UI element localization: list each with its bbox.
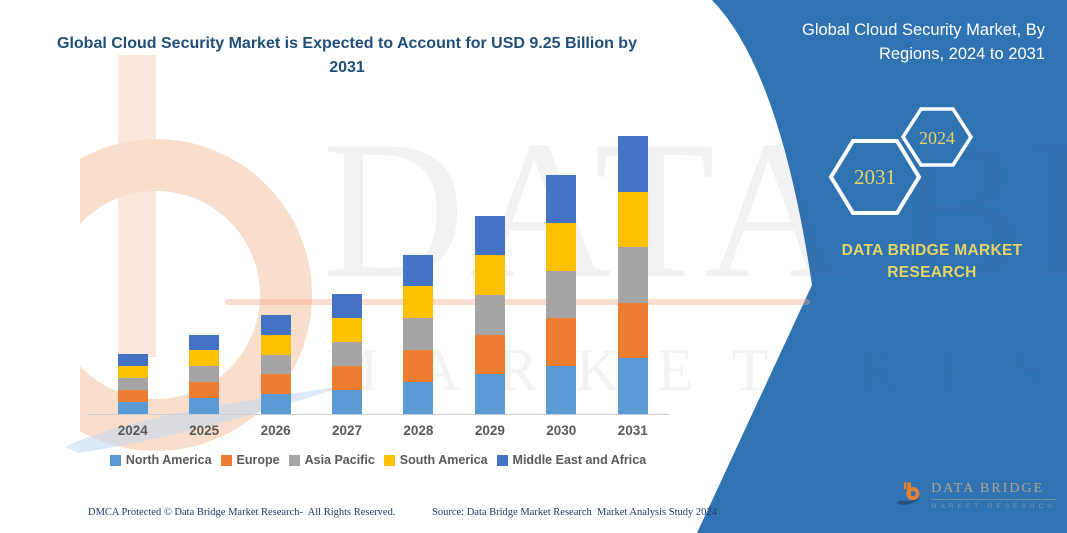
x-label-2027: 2027: [331, 423, 363, 438]
legend-label: Middle East and Africa: [512, 453, 647, 467]
bar-2030: [546, 175, 577, 414]
segment-europe-2031: [617, 302, 648, 359]
segment-asia-pacific-2029: [474, 294, 505, 335]
chart-legend: North America Europe Asia Pacific South Ame…: [87, 453, 669, 467]
segment-north-america-2031: [617, 358, 648, 414]
data-bridge-logo: DATA BRIDGE MARKET RESEARCH: [896, 465, 1056, 525]
segment-middle-east-and-africa-2029: [474, 215, 505, 256]
bar-2026: [260, 315, 291, 414]
footer-source-text: Source: Data Bridge Market Research Mark…: [432, 507, 717, 518]
x-label-2024: 2024: [117, 423, 148, 438]
segment-south-america-2031: [617, 191, 648, 248]
segment-north-america-2027: [332, 390, 362, 414]
segment-middle-east-and-africa-2027: [332, 294, 362, 318]
segment-asia-pacific-2028: [403, 318, 434, 351]
bars-layer: [97, 0, 669, 414]
bar-2028: [403, 254, 434, 414]
segment-north-america-2025: [189, 398, 220, 414]
segment-asia-pacific-2027: [332, 342, 362, 366]
hexagon-2024: [900, 107, 974, 167]
x-label-2030: 2030: [546, 423, 577, 438]
segment-south-america-2025: [189, 350, 220, 367]
legend-item-south-america: South America: [383, 453, 488, 467]
legend-item-north-america: North America: [109, 453, 212, 467]
segment-middle-east-and-africa-2024: [117, 354, 148, 366]
legend-item-middle-east-and-africa: Middle East and Africa: [496, 453, 647, 467]
legend-swatch-icon: [109, 454, 121, 466]
hexagon-2031-label: 2031: [854, 165, 896, 189]
legend-swatch-icon: [383, 454, 395, 466]
segment-north-america-2024: [117, 402, 148, 414]
segment-south-america-2027: [332, 318, 362, 342]
segment-europe-2026: [260, 374, 291, 395]
side-panel-title: Global Cloud Security Market, By Regions…: [801, 21, 1045, 63]
legend-swatch-icon: [288, 454, 300, 466]
bar-2029: [474, 215, 505, 414]
legend-label: North America: [125, 453, 212, 467]
segment-middle-east-and-africa-2026: [260, 315, 291, 335]
x-label-2029: 2029: [474, 423, 505, 438]
segment-europe-2030: [546, 318, 577, 367]
segment-north-america-2026: [260, 394, 291, 414]
legend-label: South America: [399, 453, 488, 467]
segment-asia-pacific-2025: [189, 366, 220, 383]
brand-name-text: DATA BRIDGE MARKET RESEARCH: [841, 242, 1023, 281]
footer-dmca-text: DMCA Protected © Data Bridge Market Rese…: [88, 507, 396, 518]
segment-middle-east-and-africa-2030: [546, 175, 577, 223]
segment-europe-2029: [474, 334, 505, 375]
x-label-2025: 2025: [189, 423, 220, 438]
x-axis-line: [87, 414, 669, 416]
bar-2024: [117, 354, 148, 414]
legend-label: Asia Pacific: [304, 453, 375, 467]
x-label-2031: 2031: [617, 423, 648, 438]
bar-2027: [332, 294, 362, 414]
logo-text-block: DATA BRIDGE MARKET RESEARCH: [931, 481, 1056, 510]
segment-asia-pacific-2030: [546, 270, 577, 319]
segment-middle-east-and-africa-2025: [189, 334, 220, 351]
hexagon-2031: [828, 139, 922, 215]
legend-swatch-icon: [496, 454, 508, 466]
segment-asia-pacific-2026: [260, 354, 291, 375]
segment-asia-pacific-2024: [117, 378, 148, 390]
data-bridge-logo-icon: [896, 482, 923, 505]
segment-middle-east-and-africa-2031: [617, 136, 648, 192]
x-label-2026: 2026: [260, 423, 291, 438]
segment-europe-2027: [332, 366, 362, 390]
segment-south-america-2026: [260, 334, 291, 355]
stacked-bar-chart: 2024 2025 2026 2027 2028 2029 2030 2031 North A…: [87, 0, 669, 467]
watermark-text-spaced: MARKET RESEARCH: [325, 338, 1067, 403]
segment-south-america-2028: [403, 286, 434, 319]
hexagon-2024-label: 2024: [919, 128, 955, 148]
x-label-2028: 2028: [403, 423, 434, 438]
logo-subtitle: MARKET RESEARCH: [931, 502, 1056, 510]
legend-swatch-icon: [220, 454, 232, 466]
page-title: Global Cloud Security Market is Expected…: [57, 35, 637, 76]
bar-2031: [617, 136, 648, 414]
logo-name: DATA BRIDGE: [931, 481, 1056, 500]
segment-south-america-2024: [117, 366, 148, 378]
segment-south-america-2029: [474, 255, 505, 295]
segment-europe-2024: [117, 390, 148, 402]
segment-asia-pacific-2031: [617, 247, 648, 303]
watermark-underline: [225, 299, 810, 305]
legend-label: Europe: [236, 453, 280, 467]
segment-south-america-2030: [546, 222, 577, 271]
segment-north-america-2028: [403, 382, 434, 414]
segment-europe-2028: [403, 350, 434, 383]
segment-north-america-2029: [474, 374, 505, 414]
segment-north-america-2030: [546, 366, 577, 414]
segment-europe-2025: [189, 382, 220, 399]
legend-item-europe: Europe: [220, 453, 280, 467]
segment-middle-east-and-africa-2028: [403, 254, 434, 287]
bar-2025: [189, 334, 220, 414]
legend-item-asia-pacific: Asia Pacific: [288, 453, 375, 467]
